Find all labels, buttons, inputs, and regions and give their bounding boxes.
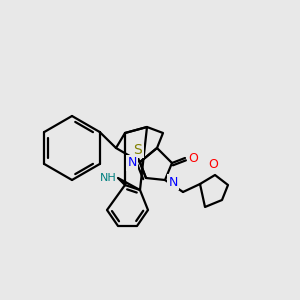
Text: O: O — [208, 158, 218, 172]
Text: NH: NH — [100, 173, 116, 183]
Text: S: S — [134, 143, 142, 157]
Text: N: N — [127, 157, 137, 169]
Text: N: N — [168, 176, 178, 188]
Text: O: O — [188, 152, 198, 164]
